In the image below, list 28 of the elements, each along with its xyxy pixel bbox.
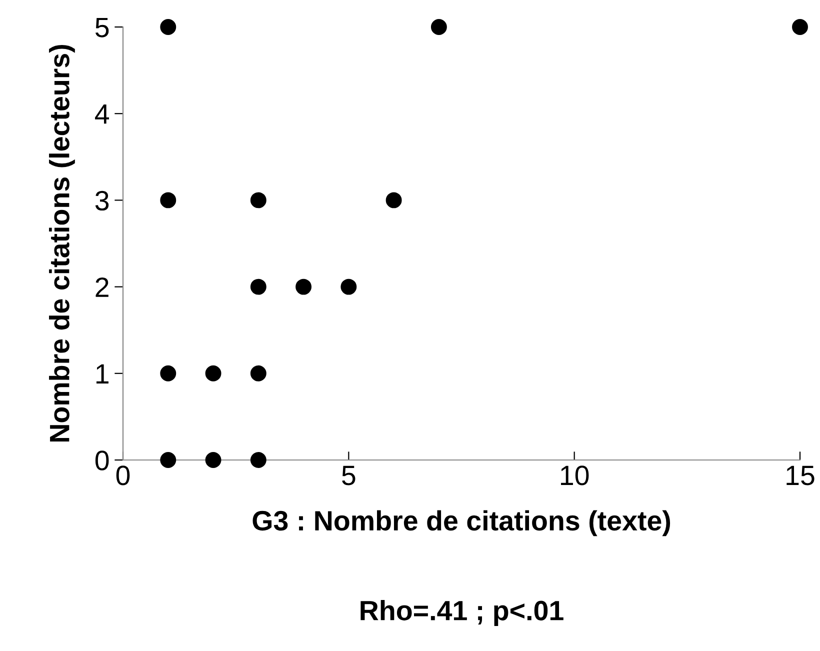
x-tick-label: 0: [116, 466, 130, 486]
y-tick-label: 3: [95, 190, 109, 211]
point: [386, 192, 402, 208]
x-axis-title: G3 : Nombre de citations (texte): [252, 510, 670, 536]
point: [205, 452, 222, 468]
point: [250, 365, 266, 382]
y-axis-title: Nombre de citations (lecteurs): [49, 44, 75, 442]
y-tick-label: 1: [96, 364, 108, 384]
text: Rho=.41 ; p<.01: [360, 600, 564, 626]
x-tick-label: 5: [342, 466, 356, 486]
y-tick-label: 4: [94, 104, 109, 124]
point: [792, 19, 808, 35]
y-tick-label: 0: [95, 450, 109, 470]
x-tick-label: 15: [786, 466, 814, 486]
point: [340, 278, 357, 295]
point: [160, 365, 176, 382]
point: [205, 365, 222, 382]
point: [160, 452, 176, 468]
point: [250, 278, 266, 295]
point: [250, 192, 266, 208]
y-tick-label: 2: [96, 277, 108, 297]
point: [430, 19, 447, 35]
point: [160, 19, 176, 35]
x-tick-label: 10: [561, 466, 589, 486]
point: [296, 278, 312, 295]
point: [250, 452, 266, 468]
point: [160, 192, 176, 208]
y-tick-label: 5: [95, 18, 109, 38]
